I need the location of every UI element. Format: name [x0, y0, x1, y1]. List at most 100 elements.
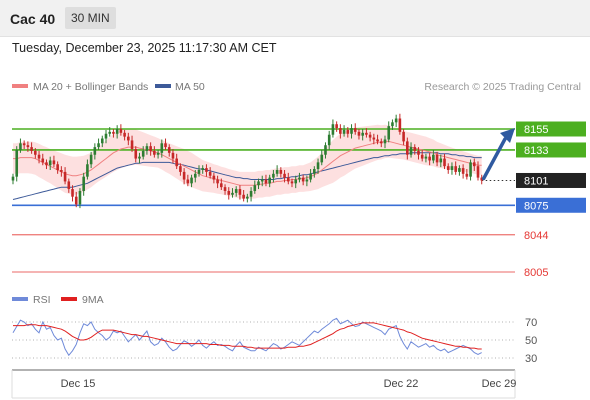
candle-body: [305, 179, 309, 182]
candle-body: [208, 171, 212, 176]
candle-body: [365, 132, 368, 135]
candle-body: [472, 162, 476, 167]
candle-body: [409, 147, 413, 155]
candle-body: [89, 154, 93, 165]
candle-body: [216, 179, 219, 184]
candle-body: [480, 177, 484, 181]
x-tick-dec22: Dec 22: [384, 378, 419, 390]
candle-body: [342, 129, 346, 134]
candle-body: [420, 154, 424, 159]
candle-body: [238, 189, 242, 195]
timestamp: Tuesday, December 23, 2025 11:17:30 AM C…: [12, 41, 277, 55]
candle-body: [37, 154, 41, 159]
candle-body: [227, 190, 231, 195]
rsi-tick-30: 30: [525, 353, 537, 365]
candle-body: [394, 118, 398, 123]
legend-label-rsi: RSI: [33, 294, 51, 306]
candle-body: [45, 162, 48, 166]
candle-body: [465, 173, 469, 177]
candle-body: [253, 185, 257, 191]
candle-body: [443, 158, 446, 167]
level-label-8005: 8005: [524, 267, 548, 279]
candle-body: [179, 166, 182, 172]
candle-body: [127, 136, 130, 141]
candle-body: [193, 173, 197, 178]
legend-swatch-rsi: [12, 297, 28, 301]
candle-body: [391, 122, 394, 127]
candle-body: [156, 152, 160, 155]
candle-body: [461, 168, 465, 174]
candle-body: [294, 179, 298, 184]
level-label-8133: 8133: [524, 145, 548, 157]
candle-body: [149, 146, 152, 151]
candle-body: [71, 189, 74, 197]
candle-body: [279, 169, 283, 174]
candle-body: [30, 147, 33, 151]
candle-body: [272, 173, 275, 178]
header-bar: Cac 40 30 MIN: [0, 0, 590, 37]
candle-body: [335, 124, 338, 129]
candle-body: [22, 143, 26, 146]
candle-body: [450, 166, 454, 170]
level-tag-8155: [516, 121, 586, 137]
candle-body: [316, 162, 320, 170]
candle-body: [67, 181, 71, 190]
candle-body: [52, 160, 56, 165]
candle-body: [432, 154, 435, 161]
candle-body: [372, 137, 376, 140]
candle-body: [290, 181, 294, 184]
candle-body: [63, 171, 67, 182]
candle-body: [257, 181, 260, 186]
legend-swatch-ma20: [12, 84, 28, 88]
candle-body: [74, 196, 78, 205]
candle-body: [387, 126, 391, 140]
candle-body: [48, 160, 52, 166]
candle-body: [398, 118, 402, 132]
candle-body: [19, 143, 22, 150]
candle-body: [212, 175, 216, 180]
candle-body: [346, 129, 350, 134]
timeframe-button[interactable]: 30 MIN: [65, 7, 116, 29]
candle-body: [446, 166, 450, 170]
candle-body: [205, 168, 208, 172]
candle-body: [249, 190, 253, 197]
candle-body: [275, 169, 279, 174]
level-label-8075: 8075: [524, 200, 548, 212]
candle-body: [350, 128, 353, 134]
forecast-arrow-head: [500, 128, 515, 143]
credit-text: Research © 2025 Trading Central: [424, 81, 581, 93]
candle-body: [406, 141, 409, 155]
candle-body: [160, 143, 164, 153]
candle-body: [100, 138, 104, 144]
candle-body: [413, 147, 417, 151]
candle-body: [339, 128, 342, 134]
candle-body: [86, 164, 89, 177]
candle-body: [402, 131, 405, 142]
main-plot: 8155 8133 8101 8075 8044 8005: [11, 113, 586, 279]
candle-body: [417, 150, 420, 155]
candle-body: [309, 173, 312, 180]
candle-body: [458, 168, 461, 172]
candle-body: [104, 133, 108, 139]
legend-label-9ma: 9MA: [82, 294, 104, 306]
candle-body: [26, 145, 30, 148]
candle-body: [476, 166, 480, 178]
candle-body: [435, 154, 439, 163]
candle-body: [97, 143, 100, 148]
level-label-8044: 8044: [524, 230, 548, 242]
candle-body: [368, 134, 372, 138]
candle-body: [331, 124, 335, 135]
candle-body: [186, 179, 190, 184]
candle-body: [164, 143, 167, 148]
candle-body: [231, 192, 234, 195]
candle-body: [313, 169, 316, 174]
candle-body: [141, 150, 145, 157]
rsi-ma9-line: [13, 322, 482, 350]
bollinger-band: [13, 124, 482, 199]
candle-body: [268, 177, 271, 184]
candle-body: [123, 132, 126, 137]
forecast-arrow-shaft: [481, 137, 507, 181]
legend-label-ma50: MA 50: [175, 81, 205, 93]
candle-body: [242, 194, 245, 199]
rsi-tick-70: 70: [525, 317, 537, 329]
